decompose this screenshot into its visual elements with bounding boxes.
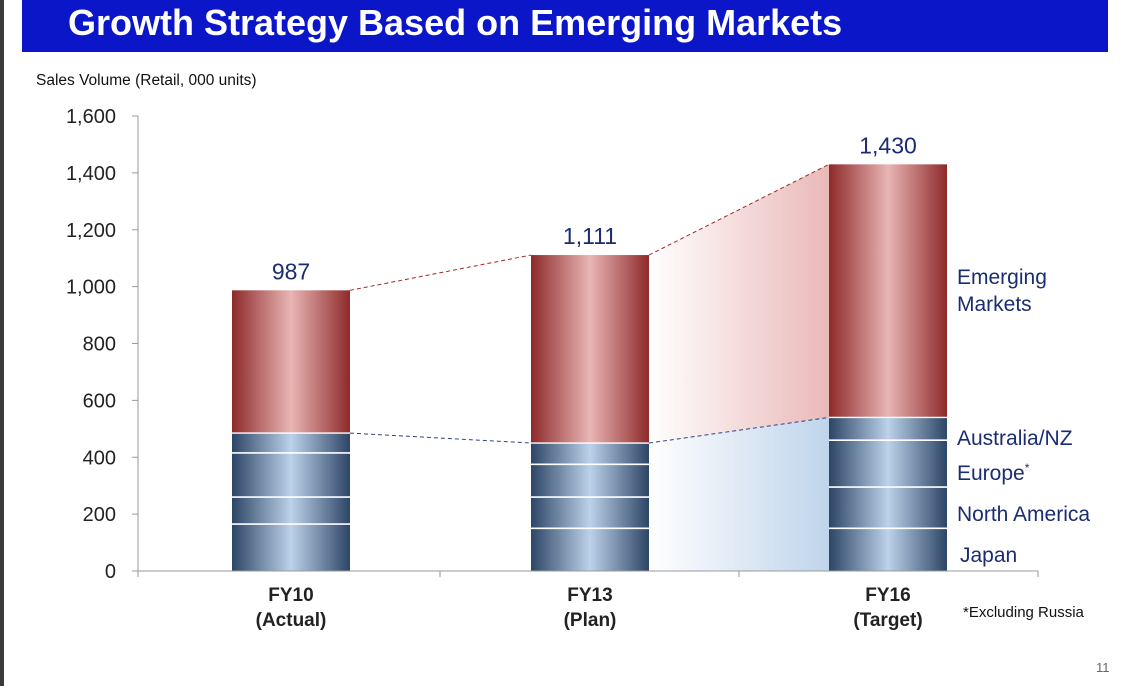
y-tick-label: 200: [83, 504, 116, 526]
slide-title: Growth Strategy Based on Emerging Market…: [68, 2, 843, 43]
total-connector: [349, 254, 532, 291]
title-bar: Growth Strategy Based on Emerging Market…: [22, 0, 1108, 52]
bar-segment-base: [531, 443, 649, 571]
y-tick-label: 1,000: [66, 277, 116, 299]
left-edge-strip: [0, 0, 4, 686]
bar-segment-base: [829, 417, 947, 571]
series-label: Markets: [957, 293, 1032, 316]
y-tick-label: 1,600: [66, 106, 116, 128]
total-label: 987: [272, 258, 310, 284]
series-label: Australia/NZ: [957, 427, 1073, 450]
series-label: Emerging: [957, 266, 1047, 289]
total-label: 1,111: [563, 223, 617, 249]
y-tick-label: 800: [83, 334, 116, 356]
series-label: Japan: [960, 544, 1017, 567]
bar-fy13: [531, 255, 649, 571]
x-tick-label: FY16: [865, 585, 910, 606]
bar-fy10: [232, 290, 350, 571]
total-label: 1,430: [859, 132, 917, 158]
growth-wedge-emerging: [649, 164, 829, 444]
growth-wedge-base: [649, 417, 829, 571]
total-connector: [648, 163, 830, 256]
y-tick-label: 400: [83, 447, 116, 469]
x-tick-label: (Target): [853, 610, 922, 631]
bar-segment-emerging-markets: [232, 290, 350, 434]
x-tick-label: FY10: [268, 585, 313, 606]
x-tick-label: (Plan): [564, 610, 617, 631]
x-tick-label: (Actual): [256, 610, 327, 631]
footnote: *Excluding Russia: [963, 604, 1084, 621]
series-label: Europe*: [957, 461, 1030, 485]
chart-subtitle: Sales Volume (Retail, 000 units): [36, 72, 257, 89]
bar-segment-base: [232, 433, 350, 571]
base-connector: [648, 416, 830, 444]
y-tick-label: 0: [105, 561, 116, 583]
bar-segment-emerging-markets: [531, 255, 649, 444]
y-tick-label: 600: [83, 390, 116, 412]
bar-fy16: [829, 164, 947, 571]
series-label: North America: [957, 503, 1090, 526]
base-connector: [349, 432, 532, 444]
bar-segment-emerging-markets: [829, 164, 947, 418]
page-number: 11: [1096, 660, 1110, 675]
y-tick-label: 1,200: [66, 220, 116, 242]
y-tick-label: 1,400: [66, 163, 116, 185]
x-tick-label: FY13: [567, 585, 612, 606]
